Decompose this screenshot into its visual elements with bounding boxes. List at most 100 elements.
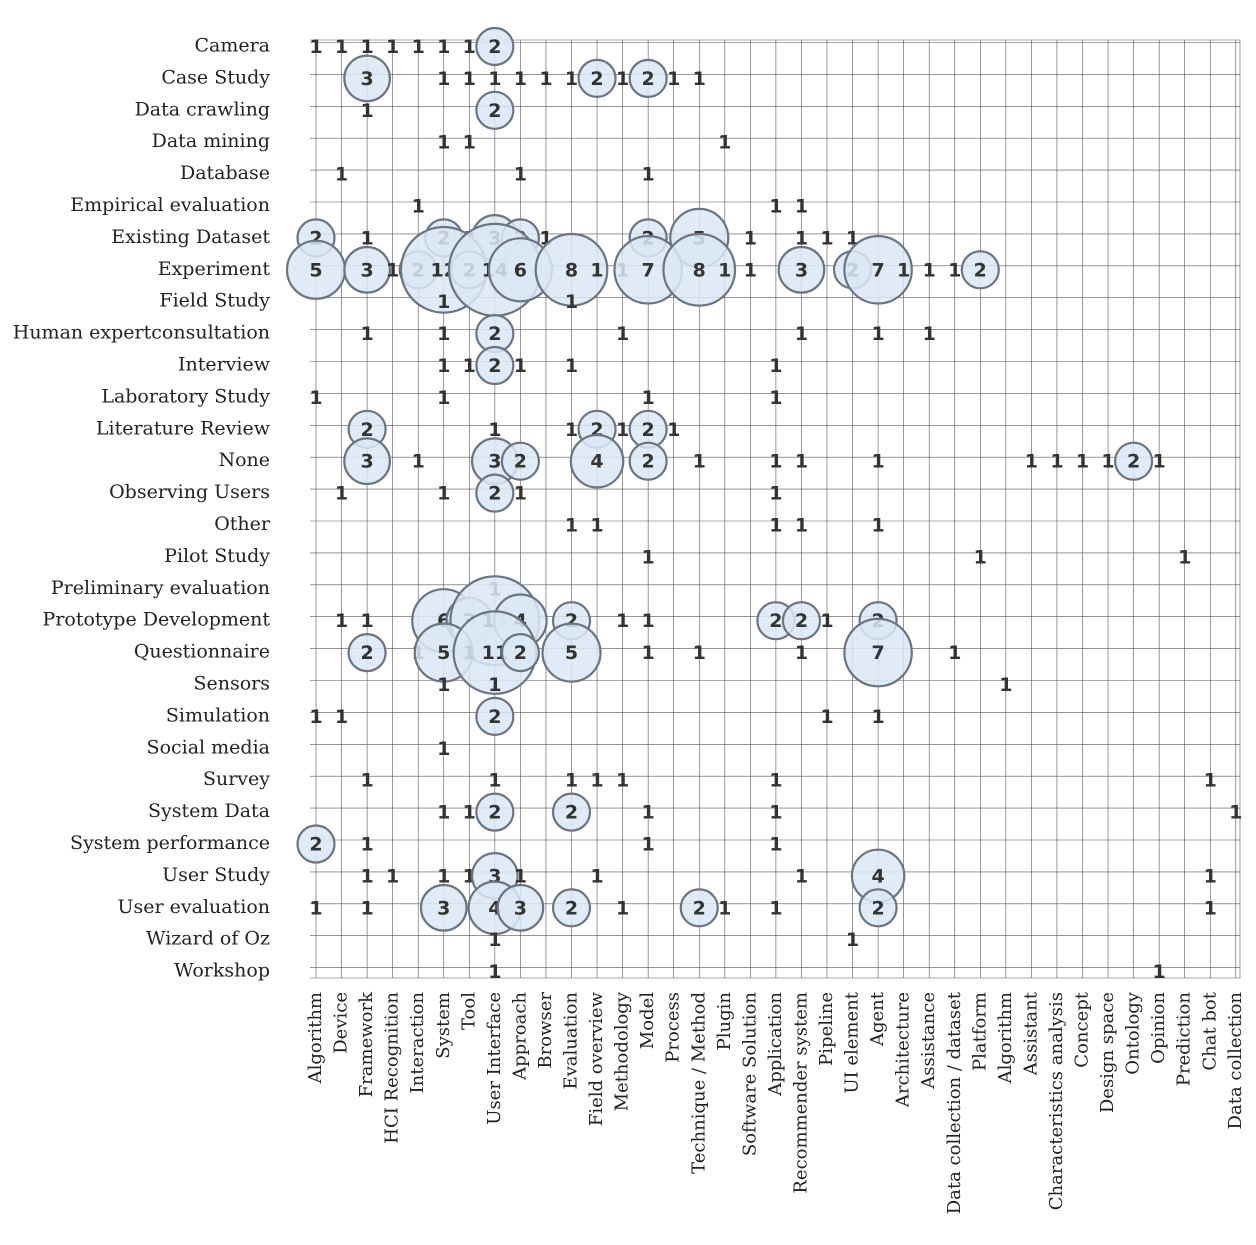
bubble: 1 — [360, 897, 373, 919]
bubble: 1 — [1229, 802, 1242, 824]
bubble: 1 — [565, 68, 578, 90]
bubble: 2 — [475, 792, 515, 832]
row-label: Case Study — [161, 66, 270, 88]
bubble: 1 — [437, 738, 450, 760]
bubble-count: 2 — [309, 834, 322, 856]
bubble: 7 — [843, 234, 913, 305]
bubble: 1 — [642, 834, 655, 856]
bubble-count: 1 — [463, 68, 476, 90]
row-label: Simulation — [166, 704, 270, 726]
row-labels: Camera Case Study Data crawling Data mining… — [13, 35, 271, 982]
bubble: 1 — [360, 770, 373, 792]
bubble-count: 1 — [463, 355, 476, 377]
column-label: Data collection / dataset — [944, 991, 965, 1214]
bubble-count: 1 — [693, 642, 706, 664]
bubble-count: 1 — [412, 196, 425, 218]
bubble: 1 — [769, 196, 782, 218]
bubble: 2 — [858, 888, 898, 928]
bubble: 1 — [463, 132, 476, 154]
bubble: 1 — [769, 897, 782, 919]
bubble-count: 1 — [871, 706, 884, 728]
row-label: Wizard of Oz — [146, 928, 270, 950]
bubble: 1 — [488, 419, 501, 441]
bubble-count: 1 — [437, 387, 450, 409]
bubble-count: 1 — [514, 355, 527, 377]
bubble: 1 — [514, 164, 527, 186]
bubble-count: 2 — [360, 642, 373, 664]
row-label: Field Study — [159, 290, 270, 312]
column-label: Pipeline — [816, 992, 837, 1066]
bubble-count: 1 — [437, 323, 450, 345]
bubble-count: 1 — [667, 419, 680, 441]
column-label: Tool — [458, 992, 479, 1030]
bubble: 1 — [667, 419, 680, 441]
bubble-circle — [1113, 441, 1154, 481]
bubble: 2 — [628, 58, 668, 99]
bubble-count: 1 — [437, 865, 450, 887]
bubble: 1 — [335, 706, 348, 728]
bubble-count: 1 — [820, 706, 833, 728]
column-label: Approach — [509, 992, 530, 1081]
row-label: Data mining — [152, 130, 270, 152]
bubble-count: 6 — [514, 259, 527, 281]
bubble: 1 — [642, 642, 655, 664]
bubble: 1 — [795, 323, 808, 345]
column-label: Evaluation — [561, 992, 582, 1090]
bubble-count: 1 — [437, 355, 450, 377]
row-label: Preliminary evaluation — [51, 577, 270, 599]
column-label: Design space — [1097, 992, 1118, 1113]
bubble-count: 2 — [795, 610, 808, 632]
row-label: Camera — [194, 35, 270, 57]
bubble: 1 — [642, 387, 655, 409]
bubble-count: 2 — [642, 451, 655, 473]
column-label: Recommender system — [790, 992, 811, 1194]
row-label: Human expertconsultation — [13, 322, 270, 344]
bubble: 2 — [475, 473, 515, 513]
bubble-count: 2 — [693, 897, 706, 919]
bubble-count: 1 — [718, 897, 731, 919]
bubble: 1 — [616, 770, 629, 792]
row-label: Sensors — [193, 673, 270, 695]
bubble-count: 1 — [769, 770, 782, 792]
bubble-count: 1 — [795, 865, 808, 887]
bubble-count: 1 — [488, 770, 501, 792]
bubble-count: 1 — [360, 610, 373, 632]
bubble-count: 1 — [616, 897, 629, 919]
bubble: 1 — [437, 36, 450, 58]
bubble-count: 1 — [360, 323, 373, 345]
bubble: 1 — [309, 387, 322, 409]
bubble: 1 — [999, 674, 1012, 696]
bubble-count: 1 — [769, 387, 782, 409]
bubble: 1 — [642, 802, 655, 824]
bubble: 1 — [437, 68, 450, 90]
bubble-count: 1 — [795, 196, 808, 218]
bubble-circle — [475, 792, 515, 832]
bubble-count: 2 — [488, 355, 501, 377]
bubble: 1 — [386, 36, 399, 58]
bubble-count: 3 — [437, 897, 450, 919]
bubble-count: 1 — [795, 642, 808, 664]
bubble-count: 7 — [871, 642, 884, 664]
bubble-count: 1 — [514, 865, 527, 887]
bubble-circle — [500, 441, 541, 481]
row-label: Other — [214, 513, 271, 535]
bubble-count: 1 — [642, 642, 655, 664]
bubble-count: 1 — [616, 770, 629, 792]
bubble: 1 — [948, 642, 961, 664]
bubble-count: 1 — [309, 387, 322, 409]
bubble-count: 1 — [360, 770, 373, 792]
bubble-count: 1 — [335, 36, 348, 58]
bubble: 1 — [488, 68, 501, 90]
bubble: 1 — [360, 610, 373, 632]
bubble: 1 — [514, 483, 527, 505]
bubble: 1 — [437, 674, 450, 696]
bubble-count: 1 — [590, 770, 603, 792]
column-label: Architecture — [893, 992, 914, 1108]
bubble: 8 — [534, 232, 609, 307]
bubble-count: 3 — [360, 451, 373, 473]
row-label: Questionnaire — [134, 641, 270, 663]
bubble-count: 5 — [309, 259, 322, 281]
column-labels: Algorithm Device Framework HCI Recognition I… — [305, 991, 1246, 1214]
row-label: System performance — [70, 832, 270, 854]
bubble: 1 — [463, 802, 476, 824]
